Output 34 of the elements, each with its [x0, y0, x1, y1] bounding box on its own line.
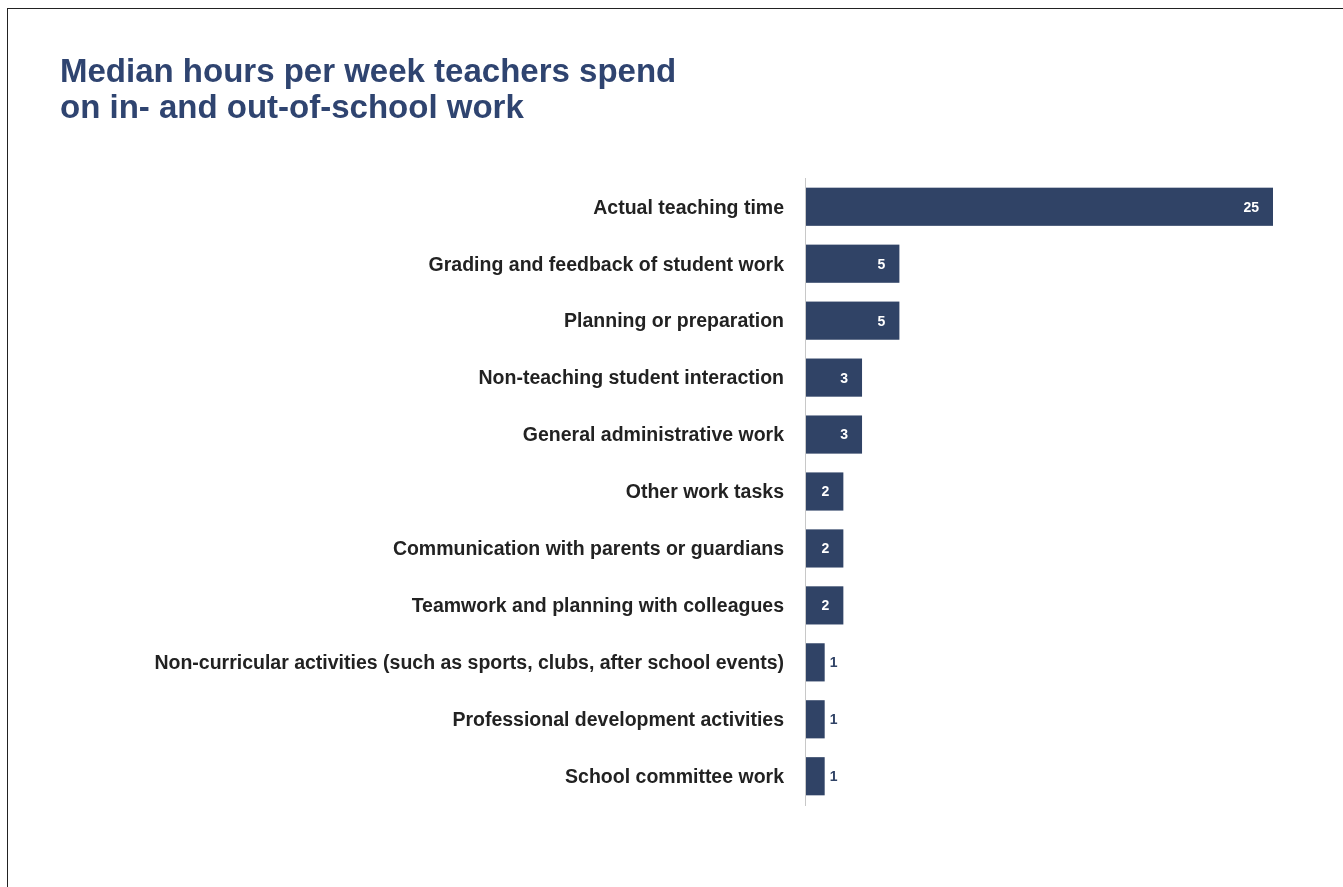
- data-label: 1: [829, 768, 838, 785]
- bar: [806, 643, 825, 682]
- y-tick-label: General administrative work: [522, 423, 785, 446]
- data-label: 1: [829, 711, 838, 728]
- data-label: 2: [821, 540, 830, 557]
- bar: [806, 472, 844, 511]
- text: Median hours per week teachers spend on in- and out-of-school work: [60, 52, 677, 125]
- bar: [806, 244, 900, 283]
- y-tick-label: Planning or preparation: [564, 309, 784, 332]
- bar: [806, 415, 863, 454]
- bar: [806, 529, 844, 568]
- data-label: 2: [821, 483, 830, 500]
- bar: [806, 301, 900, 340]
- y-tick-label: Grading and feedback of student work: [428, 252, 785, 275]
- data-label: 5: [877, 312, 886, 329]
- bar: [806, 586, 844, 625]
- y-tick-label: Non-curricular activities (such as sports, clubs, after school events): [154, 651, 784, 674]
- data-label: 2: [821, 597, 830, 614]
- y-tick-label: Actual teaching time: [593, 195, 785, 218]
- data-label: 3: [840, 426, 849, 443]
- data-label: 5: [877, 255, 886, 272]
- bar: [806, 757, 825, 796]
- data-label: 1: [829, 654, 838, 671]
- y-tick-label: Other work tasks: [625, 480, 785, 503]
- data-label: 3: [840, 369, 849, 386]
- bar: [806, 187, 1273, 226]
- y-tick-label: School committee work: [565, 765, 785, 788]
- y-tick-label: Professional development activities: [452, 708, 785, 731]
- y-tick-label: Communication with parents or guardians: [392, 537, 785, 560]
- data-label: 25: [1243, 198, 1260, 215]
- y-tick-label: Teamwork and planning with colleagues: [411, 594, 785, 617]
- y-tick-label: Non-teaching student interaction: [478, 366, 784, 389]
- bar: [806, 700, 825, 739]
- bar: [806, 358, 863, 397]
